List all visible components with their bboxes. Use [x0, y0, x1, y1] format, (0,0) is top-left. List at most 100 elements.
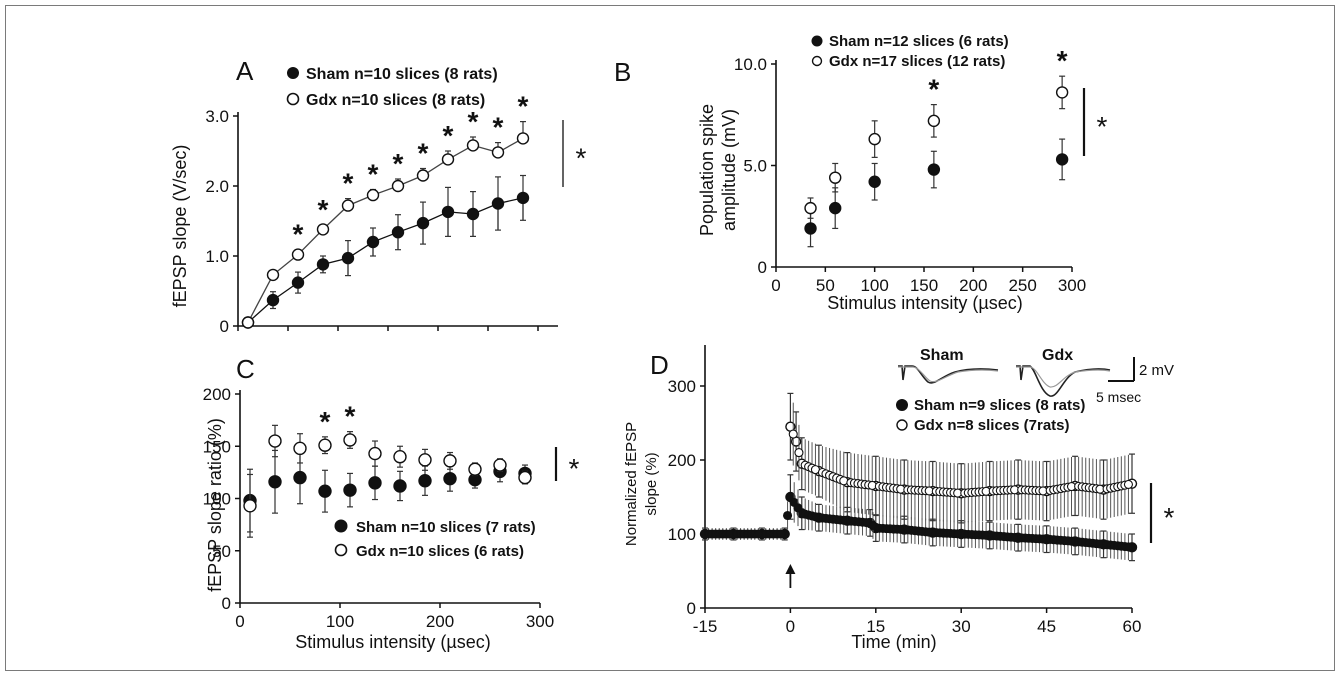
panel-a-sham-point [366, 235, 380, 249]
panel-b-gdx-point [1055, 86, 1069, 99]
panel-a-gdx-point [266, 268, 280, 282]
panel-a-gdx-point [341, 199, 355, 212]
legend-filled-marker [896, 399, 908, 411]
panel-d-letter: D [650, 350, 669, 380]
legend-gdx-label: Gdx n=8 slices (7rats) [914, 417, 1070, 434]
panel-b-xtick-label: 250 [1008, 276, 1036, 295]
panel-a-sham-line [247, 197, 524, 323]
legend-open-marker [811, 55, 823, 67]
panel-d-xtick-label: 60 [1123, 617, 1142, 636]
panel-a-gdx-line [247, 137, 524, 323]
panel-a-sham-point [316, 258, 330, 271]
panel-c-asterisk: * [320, 406, 331, 437]
panel-d-xtick-label: 15 [866, 617, 885, 636]
panel-b-sham-point [804, 222, 817, 235]
panel-b-letter: B [614, 57, 631, 87]
panel-a-asterisk: * [518, 91, 529, 122]
panel-b-ytick-label: 0 [758, 258, 767, 277]
panel-c-asterisk: * [345, 401, 356, 432]
panel-b-xtick-label: 100 [860, 276, 888, 295]
panel-a-asterisk: * [418, 138, 429, 169]
panel-c-sham-point [293, 470, 307, 485]
panel-b-sham-point [1055, 153, 1069, 166]
panel-a-gdx-point [291, 248, 305, 261]
panel-b-ytick-label: 10.0 [734, 55, 767, 74]
panel-a-asterisk: * [343, 168, 354, 199]
legend-gdx-label: Gdx n=10 slices (8 rats) [306, 92, 485, 109]
panel-b-ylabel: Population spike amplitude (mV) [697, 104, 739, 236]
panel-d-arrow-head [785, 564, 796, 574]
panel-b-sham-point [927, 163, 941, 176]
panel-c-legend: Sham n=10 slices (7 rats) Gdx n=10 slice… [334, 519, 536, 560]
panel-c-gdx-point [243, 499, 257, 513]
panel-b-xtick-label: 0 [771, 276, 780, 295]
legend-sham-label: Sham n=10 slices (8 rats) [306, 66, 498, 83]
panel-c-gdx-point [468, 462, 482, 476]
panel-a-legend: Sham n=10 slices (8 rats) Gdx n=10 slice… [286, 66, 498, 109]
panel-a-asterisk: * [443, 120, 454, 151]
panel-c-gdx-point [393, 450, 407, 464]
panel-c-sham-point [418, 474, 432, 488]
panel-d-xtick-label: -15 [693, 617, 718, 636]
legend-sham-label: Sham n=12 slices (6 rats) [829, 33, 1009, 50]
panel-b-significance-star: * [1097, 111, 1108, 142]
panel-c-xtick-label: 300 [526, 612, 554, 631]
panel-c-letter: C [236, 354, 255, 384]
panel-a-sham-point [416, 216, 430, 230]
panel-a-gdx-point [416, 169, 430, 182]
panel-c-ytick-label: 50 [212, 542, 231, 561]
legend-gdx-label: Gdx n=10 slices (6 rats) [356, 543, 524, 560]
panel-c-gdx-point [518, 470, 532, 485]
panel-a-sham-point [441, 205, 455, 219]
panel-a-asterisk: * [368, 159, 379, 190]
panel-d-significance-star: * [1164, 502, 1175, 533]
panel-c-significance-star: * [569, 453, 580, 484]
panel-a-sham-point [341, 251, 355, 265]
panel-a-significance-star: * [576, 143, 587, 174]
inset-sham-label: Sham [920, 347, 964, 364]
legend-open-marker [334, 543, 348, 557]
panel-a-gdx-point [516, 132, 530, 145]
panel-d-legend: Sham n=9 slices (8 rats) Gdx n=8 slices … [896, 397, 1085, 434]
panel-d-gdx-point [788, 429, 798, 439]
panel-c-xlabel: Stimulus intensity (µsec) [295, 632, 490, 652]
legend-filled-marker [334, 519, 348, 533]
panel-b-asterisk: * [928, 74, 939, 105]
panel-c-xtick-label: 200 [426, 612, 454, 631]
panel-c-ytick-label: 200 [203, 385, 231, 404]
panel-d-ylabel: Normalized fEPSP slope (%) [623, 422, 660, 546]
panel-d-xtick-label: 0 [786, 617, 795, 636]
panel-a-gdx-point [241, 316, 255, 329]
panel-b-asterisk: * [1057, 45, 1068, 76]
legend-sham-label: Sham n=10 slices (7 rats) [356, 519, 536, 536]
panel-d-gdx-point [1123, 479, 1133, 489]
legend-filled-marker [811, 35, 823, 47]
panel-c-gdx-point [493, 458, 507, 472]
panel-a-sham-point [391, 225, 405, 239]
panel-a-ylabel: fEPSP slope (V/sec) [170, 145, 190, 308]
panel-a-asterisk: * [493, 112, 504, 143]
panel-c-gdx-point [418, 453, 432, 467]
panel-d-sham-point [783, 510, 793, 521]
panel-a-asterisk: * [393, 148, 404, 179]
panel-a-sham-point [516, 191, 530, 205]
panel-b-xlabel: Stimulus intensity (µsec) [827, 293, 1022, 313]
panel-c-xtick-label: 0 [235, 612, 244, 631]
panel-d-gdx-point [794, 448, 804, 458]
panel-a-ytick-label: 3.0 [205, 107, 229, 126]
panel-d-sham-point [776, 529, 786, 539]
panel-c-gdx-point [368, 446, 382, 461]
panel-c-sham-point [268, 475, 282, 489]
panel-c-gdx-point [268, 434, 282, 448]
panel-a-gdx-point [441, 153, 455, 166]
panel-c-sham-point [343, 483, 357, 497]
panel-c-gdx-point [343, 433, 357, 447]
panel-a-gdx-point [466, 139, 480, 152]
legend-filled-marker [287, 67, 299, 79]
panel-d-ytick-label: 0 [687, 599, 696, 618]
panel-a-ytick-label: 0 [220, 317, 229, 336]
panel-a-letter: A [236, 56, 254, 86]
panel-d-inset: Sham Gdx 2 mV 5 msec [898, 347, 1174, 405]
inset-scale-t-label: 5 msec [1096, 389, 1141, 405]
